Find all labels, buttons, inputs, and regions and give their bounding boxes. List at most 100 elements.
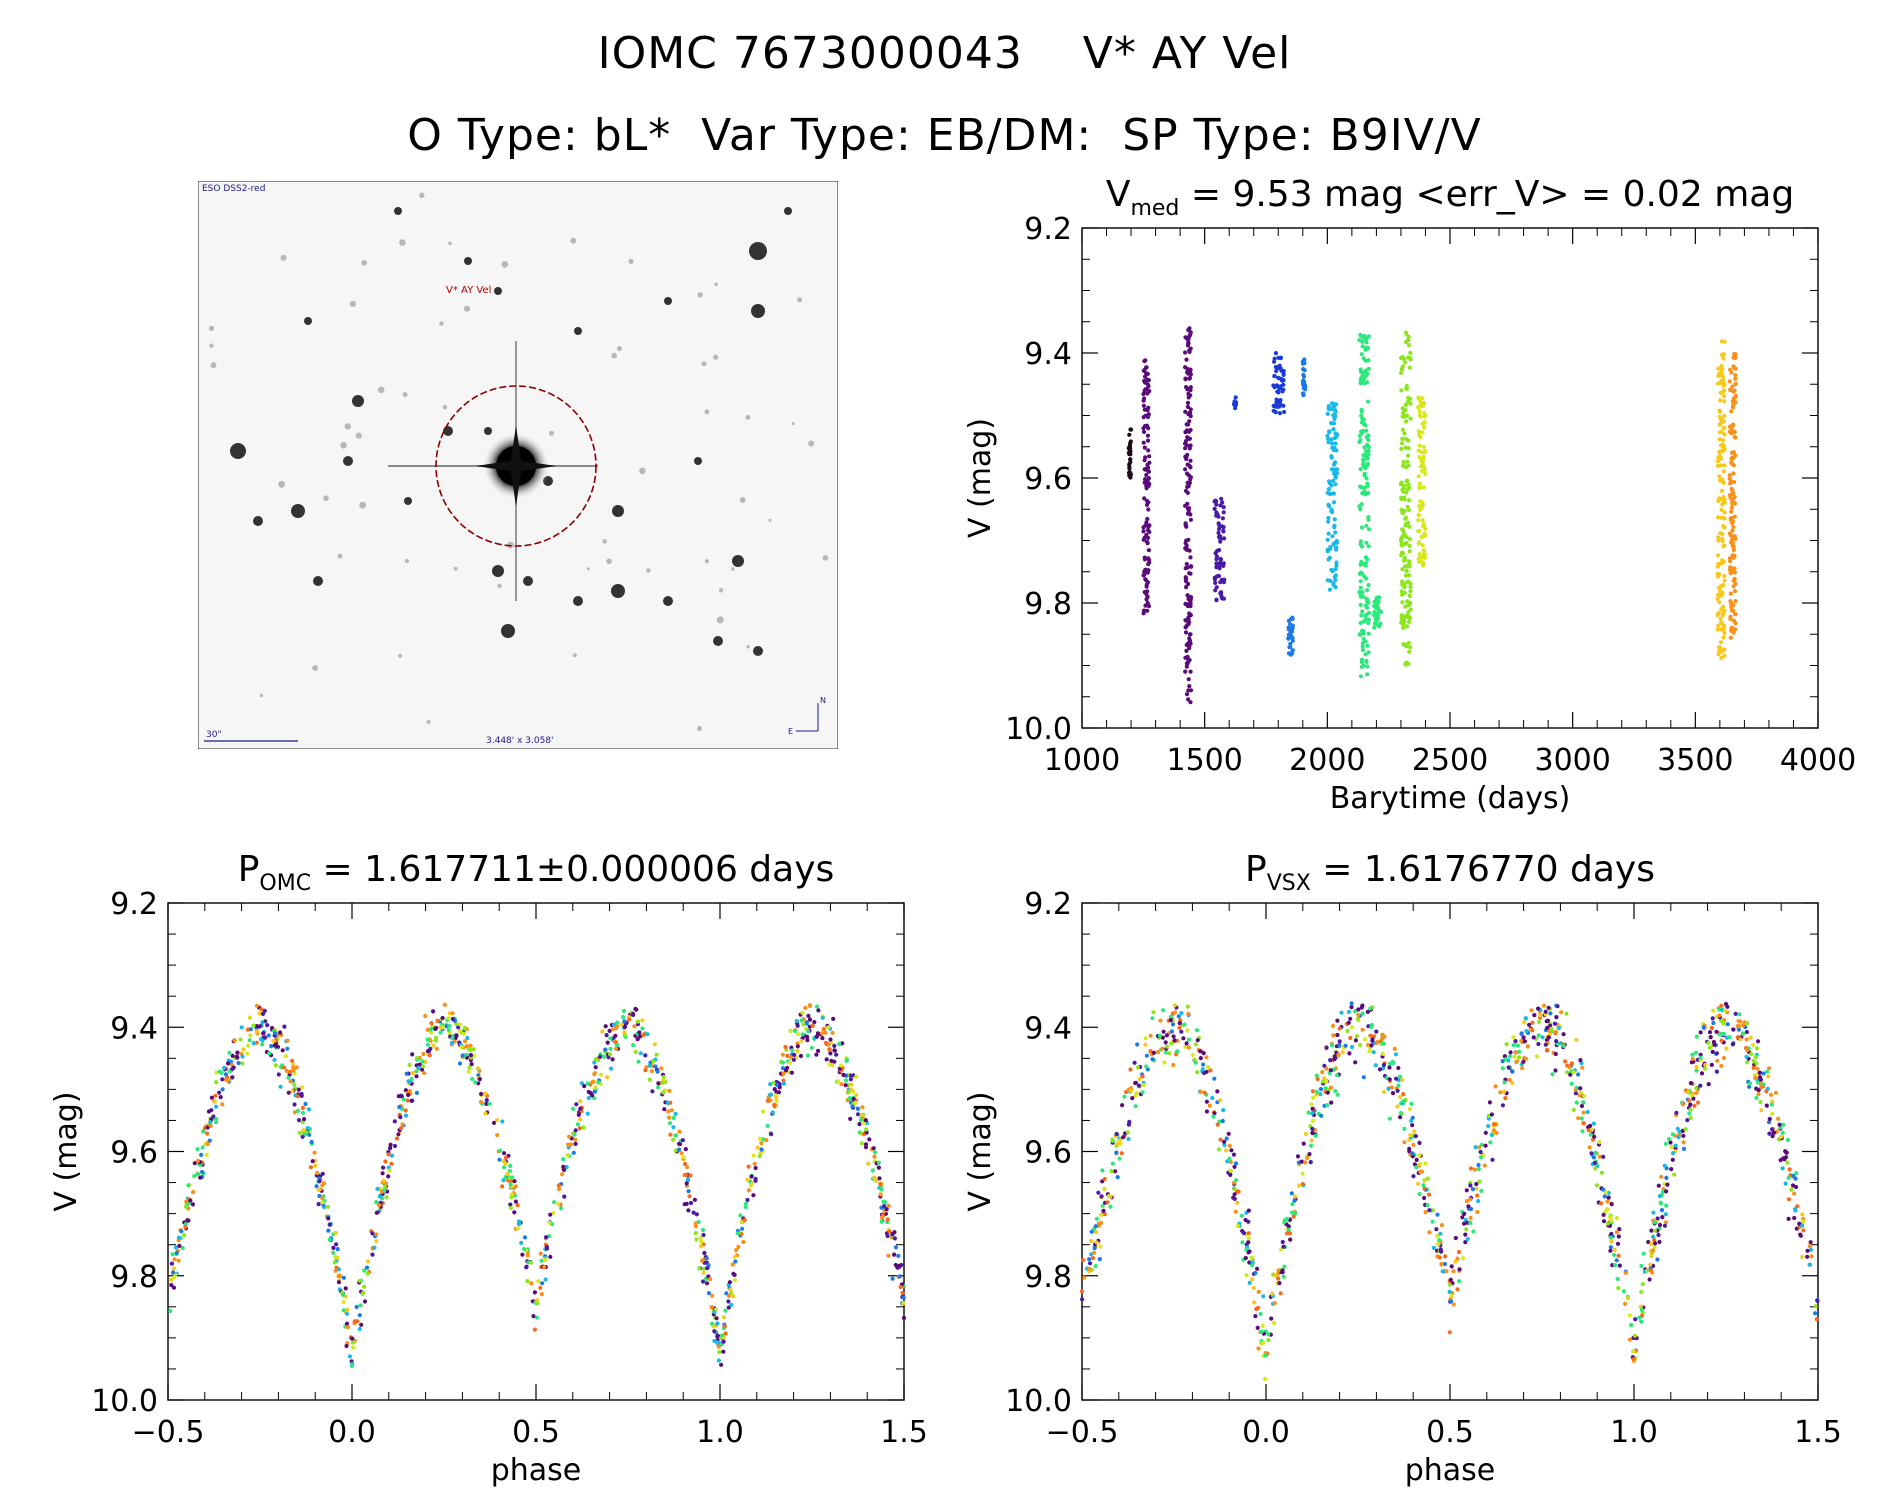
phase-point <box>876 1165 882 1170</box>
phase-point <box>200 1169 205 1175</box>
lightcurve-point <box>1334 547 1339 552</box>
phase-point <box>1278 1291 1283 1296</box>
phase-point <box>184 1204 189 1209</box>
phase-point <box>1325 1103 1330 1108</box>
phase-point <box>1455 1256 1460 1261</box>
lightcurve-point <box>1366 527 1372 532</box>
lightcurve-point <box>1719 593 1724 598</box>
phase-point <box>1435 1233 1440 1238</box>
phase-point <box>512 1179 517 1184</box>
lightcurve-point <box>1406 640 1411 646</box>
phase-point <box>827 1047 832 1052</box>
phase-point <box>1623 1301 1628 1306</box>
lightcurve-point <box>1330 441 1335 446</box>
lightcurve-point <box>1423 555 1428 560</box>
phase-point <box>1356 1012 1361 1018</box>
y-axis-label: V (mag) <box>963 1091 998 1211</box>
lightcurve-point <box>1142 535 1147 541</box>
lightcurve-point <box>1185 471 1190 476</box>
phase-point <box>238 1037 243 1042</box>
lightcurve-point <box>1183 540 1188 546</box>
lightcurve-point <box>1423 472 1428 477</box>
phase-point <box>796 1032 801 1037</box>
lightcurve-point <box>1361 663 1366 668</box>
phase-point <box>1592 1134 1597 1139</box>
phase-point <box>1487 1100 1492 1105</box>
lightcurve-point <box>1419 534 1424 540</box>
lightcurve-point <box>1273 364 1278 370</box>
field-star <box>291 504 305 518</box>
lightcurve-point <box>1188 632 1193 637</box>
phase-point <box>598 1072 604 1077</box>
phase-point <box>1339 1010 1344 1015</box>
phase-point <box>1300 1171 1305 1176</box>
phase-point <box>273 1063 278 1068</box>
phase-point <box>317 1179 322 1184</box>
phase-point <box>382 1188 387 1193</box>
lightcurve-point <box>1400 619 1405 625</box>
phase-point <box>643 1068 648 1073</box>
phase-point <box>1280 1239 1285 1245</box>
lightcurve-point <box>1358 380 1363 385</box>
lightcurve-point <box>1399 388 1404 393</box>
x-axis-label: phase <box>491 1453 582 1488</box>
phase-point <box>201 1129 206 1134</box>
phase-point <box>260 1011 266 1017</box>
phase-point <box>169 1283 174 1288</box>
phase-point <box>1652 1220 1657 1225</box>
phase-point <box>1202 1090 1207 1095</box>
phase-point <box>1097 1257 1102 1262</box>
phase-point <box>828 1051 833 1056</box>
lightcurve-point <box>1363 652 1368 657</box>
phase-point <box>1186 1037 1191 1042</box>
phase-point <box>647 1077 652 1082</box>
phase-point <box>1216 1147 1221 1152</box>
lightcurve-point <box>1358 542 1363 547</box>
phase-point <box>1786 1216 1791 1221</box>
phase-point <box>1246 1236 1251 1241</box>
phase-point <box>1519 1038 1524 1044</box>
phase-point <box>1685 1118 1690 1123</box>
phase-point <box>765 1098 771 1103</box>
phase-point <box>1631 1357 1636 1362</box>
phase-point <box>1443 1254 1448 1259</box>
phase-point <box>169 1277 174 1282</box>
phase-point <box>1647 1277 1652 1282</box>
phase-point <box>1241 1230 1246 1236</box>
phase-point <box>1161 1008 1166 1013</box>
phase-point <box>177 1243 182 1248</box>
lightcurve-point <box>1407 524 1412 529</box>
phase-point <box>1523 1056 1529 1061</box>
lightcurve-point <box>1302 361 1307 366</box>
phase-point <box>1411 1174 1416 1179</box>
lightcurve-point <box>1417 413 1422 418</box>
phase-point <box>522 1235 528 1240</box>
phase-point <box>465 1036 470 1041</box>
phase-point <box>190 1202 195 1207</box>
lightcurve-point <box>1406 487 1411 492</box>
phase-point <box>596 1080 601 1085</box>
phase-point <box>1615 1276 1620 1281</box>
phase-point <box>654 1052 659 1057</box>
phase-point <box>1489 1132 1494 1137</box>
phase-point <box>1447 1289 1452 1294</box>
phase-point <box>1710 1049 1715 1054</box>
lightcurve-point <box>1729 505 1734 510</box>
phase-point <box>1243 1217 1248 1223</box>
phase-point <box>1468 1183 1473 1188</box>
phase-point <box>839 1082 844 1087</box>
lightcurve-point <box>1715 627 1720 632</box>
phase-point <box>1126 1136 1131 1142</box>
phase-point <box>1393 1052 1399 1057</box>
phase-point <box>1614 1258 1619 1263</box>
phase-point <box>1144 1064 1149 1069</box>
lightcurve-point <box>1271 383 1276 388</box>
lightcurve-point <box>1365 461 1370 467</box>
phase-point <box>1309 1102 1314 1107</box>
phase-point <box>676 1147 682 1152</box>
phase-point <box>1115 1175 1120 1180</box>
phase-point <box>1255 1266 1260 1271</box>
phase-point <box>771 1080 776 1085</box>
phase-point <box>749 1182 755 1187</box>
